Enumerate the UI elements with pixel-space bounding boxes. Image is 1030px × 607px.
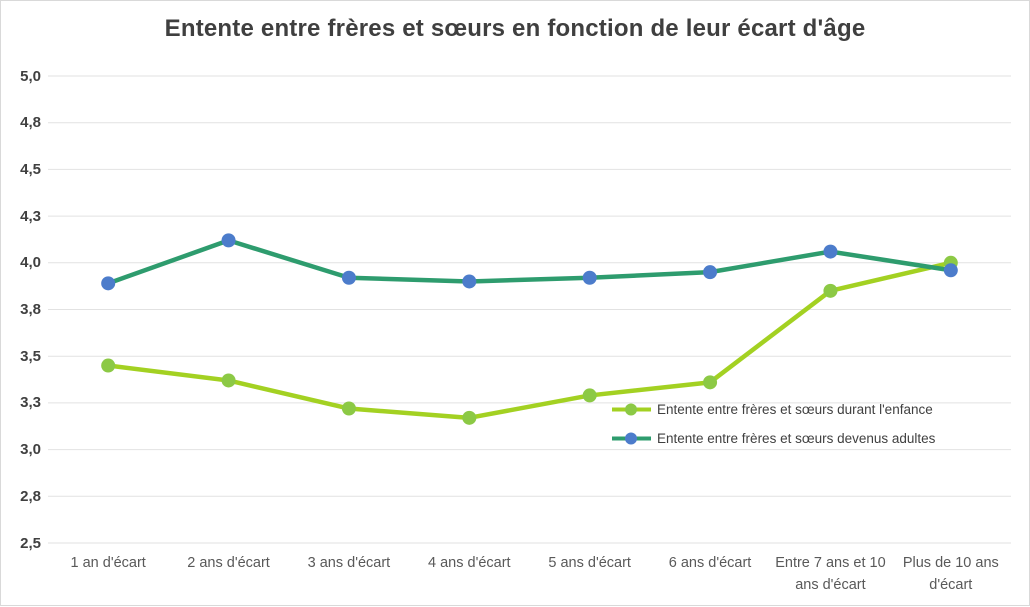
x-axis-label: 5 ans d'écart — [548, 555, 631, 571]
data-point — [582, 270, 597, 285]
y-tick-label: 4,0 — [20, 254, 41, 272]
y-tick-label: 2,5 — [20, 534, 41, 552]
legend-item-adultes: Entente entre frères et sœurs devenus ad… — [611, 424, 935, 453]
y-tick-label: 3,3 — [20, 394, 41, 412]
legend-item-enfance: Entente entre frères et sœurs durant l'e… — [611, 395, 935, 424]
series-line-0 — [105, 260, 954, 421]
legend-swatch-enfance-icon — [612, 403, 651, 416]
data-point — [823, 244, 838, 259]
legend: Entente entre frères et sœurs durant l'e… — [611, 395, 935, 453]
x-axis-label: 4 ans d'écart — [428, 555, 511, 571]
x-axis-label: Plus de 10 ans d'écart — [902, 555, 999, 593]
x-axis-label: Entre 7 ans et 10 ans d'écart — [775, 555, 886, 593]
data-point — [221, 233, 236, 248]
series-line-1 — [105, 238, 954, 286]
x-axis-label: 2 ans d'écart — [187, 555, 270, 571]
chart-title: Entente entre frères et sœurs en fonctio… — [164, 15, 866, 42]
data-point — [582, 388, 597, 403]
y-tick-label: 3,5 — [20, 347, 41, 365]
legend-label-enfance: Entente entre frères et sœurs durant l'e… — [657, 402, 933, 417]
legend-swatch-adultes-icon — [612, 432, 651, 445]
data-point — [703, 375, 718, 390]
y-tick-label: 3,8 — [20, 301, 41, 318]
data-point — [221, 373, 236, 388]
data-point — [341, 401, 356, 416]
y-tick-label: 2,8 — [20, 487, 41, 505]
data-point — [462, 410, 477, 425]
data-point — [462, 274, 477, 289]
y-tick-label: 3,0 — [20, 441, 41, 459]
data-point — [943, 263, 958, 278]
x-axis-label: 3 ans d'écart — [307, 555, 391, 571]
y-tick-label: 4,5 — [20, 160, 41, 178]
data-point — [703, 265, 718, 280]
data-point — [341, 270, 356, 285]
y-tick-label: 4,3 — [20, 207, 41, 225]
y-tick-label: 4,8 — [20, 114, 41, 132]
y-tick-label: 5,0 — [20, 67, 41, 85]
data-point — [101, 276, 116, 291]
data-point — [101, 358, 116, 373]
legend-label-adultes: Entente entre frères et sœurs devenus ad… — [657, 431, 936, 446]
data-point — [823, 283, 838, 298]
x-axis-label: 6 ans d'écart — [668, 555, 752, 571]
x-axis-label: 1 an d'écart — [70, 555, 146, 571]
